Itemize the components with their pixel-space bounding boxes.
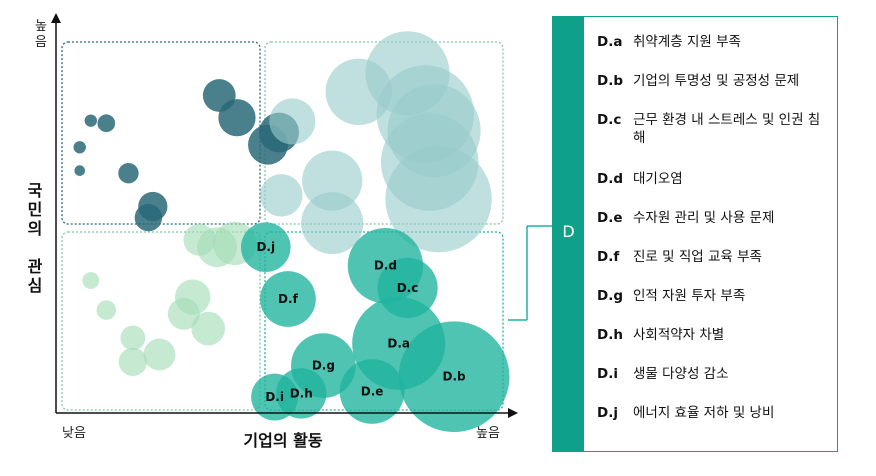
legend-item-text: 사회적약자 차별 bbox=[633, 327, 725, 343]
bubble-dark bbox=[218, 99, 256, 137]
bubble-light bbox=[325, 58, 393, 126]
bubble-label: D.e bbox=[361, 385, 384, 399]
bubble-label: D.b bbox=[443, 370, 467, 384]
legend-item-text: 근무 환경 내 스트레스 및 인권 침해 bbox=[633, 112, 821, 146]
axes bbox=[51, 13, 518, 418]
legend-item: D.a 취약계층 지원 부족 bbox=[597, 33, 831, 51]
bubble-teal bbox=[240, 222, 291, 273]
legend-item-text: 인적 자원 투자 부족 bbox=[633, 288, 746, 304]
bubble-dark bbox=[74, 165, 86, 176]
x-axis-arrow-icon bbox=[508, 408, 518, 418]
legend-group-label: D bbox=[562, 222, 575, 241]
bubble-light bbox=[302, 150, 363, 211]
legend-item-code: D.a bbox=[597, 34, 623, 50]
bubble-light bbox=[260, 174, 303, 217]
bubble-label: D.g bbox=[312, 359, 335, 373]
bubble-dark bbox=[118, 163, 139, 184]
legend-item-text: 에너지 효율 저하 및 낭비 bbox=[633, 405, 775, 421]
legend-item: D.h 사회적약자 차별 bbox=[597, 326, 831, 344]
legend-item: D.c 근무 환경 내 스트레스 및 인권 침해 bbox=[597, 111, 831, 147]
bubble-teal bbox=[260, 271, 316, 327]
legend-item-code: D.j bbox=[597, 405, 618, 421]
legend-item-code: D.b bbox=[597, 73, 623, 89]
bubble-mint bbox=[118, 347, 148, 377]
legend-item: D.j 에너지 효율 저하 및 낭비 bbox=[597, 404, 831, 422]
y-tick-char: 음 bbox=[35, 35, 47, 50]
bubble-label: D.i bbox=[265, 390, 284, 404]
bubble-dark bbox=[84, 114, 97, 127]
bubble-mint bbox=[167, 297, 200, 330]
legend-item-text: 수자원 관리 및 사용 문제 bbox=[633, 210, 775, 226]
legend-item: D.b 기업의 투명성 및 공정성 문제 bbox=[597, 72, 831, 90]
bubble-teal bbox=[347, 228, 424, 304]
y-title-char: 의 bbox=[28, 219, 43, 238]
legend-list: D.a 취약계층 지원 부족 D.b 기업의 투명성 및 공정성 문제 D.c 근무 … bbox=[597, 33, 831, 443]
y-title-char: 민 bbox=[28, 200, 43, 219]
legend-item: D.f 진로 및 직업 교육 부족 bbox=[597, 248, 831, 266]
x-tick-low: 낮음 bbox=[62, 426, 86, 441]
bubble-label: D.d bbox=[374, 259, 397, 273]
bubble-mint bbox=[143, 338, 176, 371]
legend-item-text: 진로 및 직업 교육 부족 bbox=[633, 249, 762, 265]
bubble-dark bbox=[73, 141, 86, 154]
bubble-mint bbox=[120, 325, 146, 351]
legend-item: D.i 생물 다양성 감소 bbox=[597, 365, 831, 383]
bubble-dark bbox=[134, 203, 163, 232]
legend-item-code: D.i bbox=[597, 366, 618, 382]
bubble-teal bbox=[251, 373, 299, 421]
legend-item-code: D.c bbox=[597, 112, 622, 128]
y-tick-high: 높음 bbox=[35, 19, 47, 50]
bubble-light bbox=[269, 98, 316, 145]
bubble-light bbox=[301, 192, 364, 255]
legend-item: D.e 수자원 관리 및 사용 문제 bbox=[597, 209, 831, 227]
legend-item-code: D.g bbox=[597, 288, 623, 304]
bubble-label: D.j bbox=[256, 240, 275, 254]
legend-item: D.g 인적 자원 투자 부족 bbox=[597, 287, 831, 305]
legend-item-code: D.e bbox=[597, 210, 623, 226]
legend-item-code: D.f bbox=[597, 249, 620, 265]
legend-group-bar: D bbox=[553, 17, 584, 451]
legend-item-code: D.d bbox=[597, 171, 623, 187]
y-title-char: 국 bbox=[28, 181, 43, 200]
y-axis-arrow-icon bbox=[51, 13, 61, 23]
legend-item-code: D.h bbox=[597, 327, 623, 343]
legend-item-text: 취약계층 지원 부족 bbox=[633, 34, 741, 50]
legend-item-text: 기업의 투명성 및 공정성 문제 bbox=[633, 73, 800, 89]
y-title-char: 심 bbox=[28, 276, 43, 295]
bubble-label: D.h bbox=[290, 386, 313, 400]
bubble-mint bbox=[82, 272, 100, 289]
quadrant-frame bbox=[61, 231, 261, 411]
bubble-label: D.f bbox=[278, 292, 299, 306]
bubble-teal bbox=[398, 321, 510, 433]
bubble-mint bbox=[96, 300, 117, 320]
bubble-layer bbox=[73, 31, 510, 433]
x-tick-high: 높음 bbox=[476, 426, 500, 441]
bubble-dark bbox=[97, 114, 116, 133]
legend-item-text: 생물 다양성 감소 bbox=[633, 366, 729, 382]
legend-item-text: 대기오염 bbox=[633, 171, 683, 187]
bubble-label: D.c bbox=[397, 281, 419, 295]
legend-panel: D D.a 취약계층 지원 부족 D.b 기업의 투명성 및 공정성 문제 D.c 근… bbox=[552, 16, 838, 452]
x-axis-title: 기업의 활동 bbox=[243, 431, 322, 450]
bubble-mint bbox=[191, 311, 226, 346]
bubble-label-layer: D.a D.b D.cD.d D.e D.f D.g D.h D.i D.j bbox=[256, 240, 466, 404]
bubble-teal bbox=[339, 359, 405, 424]
bubble-label: D.a bbox=[387, 336, 410, 350]
y-tick-char: 높 bbox=[35, 19, 47, 34]
legend-item: D.d 대기오염 bbox=[597, 170, 831, 188]
y-title-char: 관 bbox=[28, 257, 43, 276]
bubble-light bbox=[385, 145, 492, 253]
